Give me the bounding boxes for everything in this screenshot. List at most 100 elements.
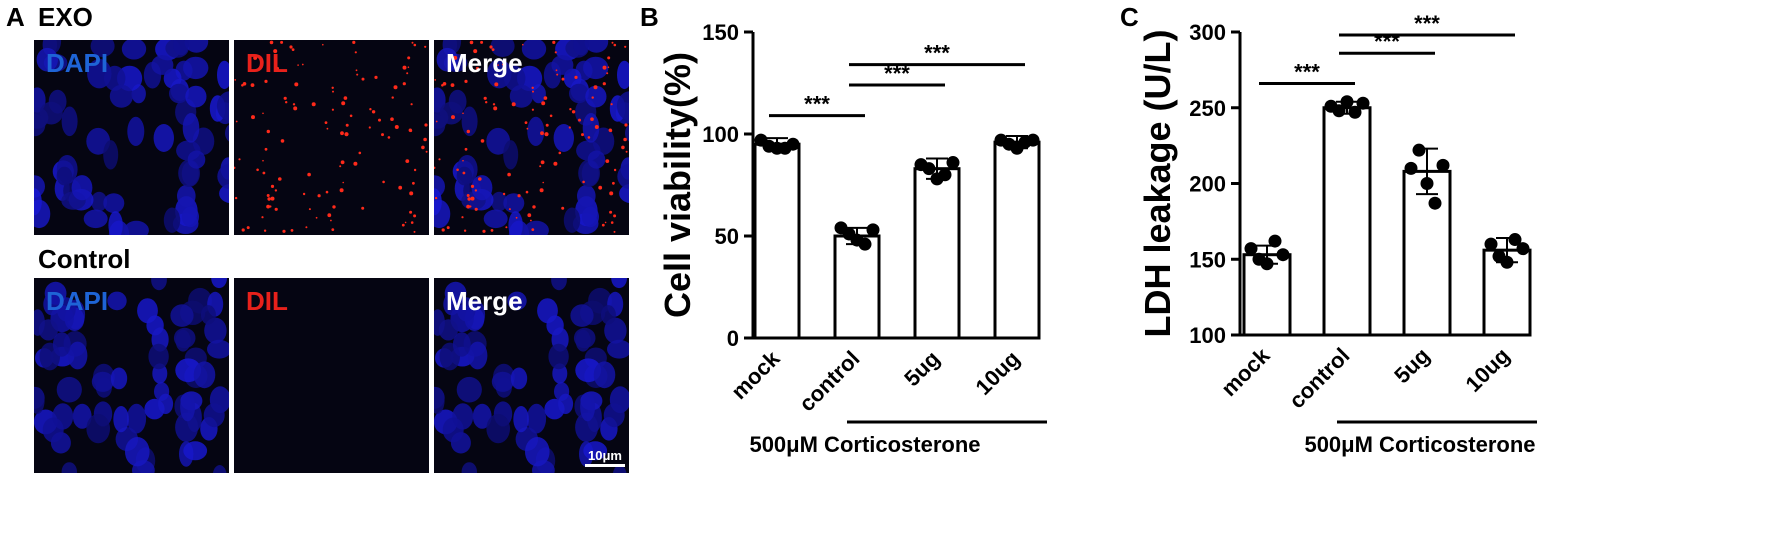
dil-spot — [492, 103, 496, 106]
dil-spot — [343, 96, 348, 100]
bar — [993, 140, 1041, 340]
dil-spot — [369, 108, 372, 111]
x-tick-label: mock — [1216, 342, 1275, 401]
nucleus — [434, 387, 445, 414]
significance-label: *** — [804, 92, 830, 117]
dil-spot — [340, 160, 345, 165]
dil-spot — [270, 184, 275, 188]
nucleus — [113, 406, 129, 433]
dil-spot — [490, 229, 494, 232]
dil-spot — [325, 190, 329, 194]
nucleus — [508, 211, 523, 235]
dil-spot — [574, 75, 578, 79]
nucleus — [90, 40, 115, 57]
dil-spot — [611, 41, 614, 44]
dil-spot — [410, 221, 414, 224]
dil-spot — [545, 123, 549, 127]
data-point — [1420, 177, 1434, 190]
dil-spot — [349, 114, 353, 118]
significance-label: *** — [1294, 60, 1320, 85]
nucleus — [153, 124, 174, 152]
dil-spot — [405, 159, 410, 163]
data-point — [1340, 95, 1354, 109]
x-tick-label: control — [794, 346, 864, 416]
dil-spot — [413, 43, 417, 47]
y-tick-label: 250 — [1189, 96, 1226, 121]
dil-spot — [358, 151, 362, 155]
dil-spot — [524, 121, 528, 124]
dil-spot — [275, 66, 279, 71]
data-point — [1268, 234, 1282, 248]
nucleus — [490, 40, 515, 57]
dil-spot — [326, 127, 329, 130]
dil-spot — [263, 229, 267, 232]
group-label: 500μM Corticosterone — [1304, 432, 1535, 457]
nuclei-image — [34, 40, 229, 235]
panel-letter: C — [1120, 2, 1139, 32]
dil-spot — [332, 205, 336, 209]
dil-spot — [461, 216, 464, 219]
dil-spot — [283, 96, 287, 100]
nucleus — [587, 150, 606, 169]
y-tick-label: 200 — [1189, 172, 1226, 197]
dil-spot — [307, 172, 311, 177]
dil-spot — [453, 55, 458, 60]
dil-spot — [497, 64, 499, 66]
nucleus — [434, 188, 442, 216]
data-point — [1516, 242, 1530, 256]
dil-spot — [466, 194, 470, 197]
y-tick-label: 150 — [1189, 247, 1226, 272]
dil-spot — [270, 196, 275, 201]
nucleus — [109, 84, 133, 108]
dil-spot — [393, 85, 398, 90]
dil-spot — [473, 49, 478, 54]
nucleus — [56, 376, 82, 403]
nucleus — [110, 367, 128, 390]
dil-spot — [526, 127, 529, 130]
dil-spot — [466, 204, 470, 209]
nucleus — [216, 91, 229, 121]
dil-spot — [610, 103, 613, 106]
dil-spot — [482, 229, 486, 233]
micro-label: Merge — [446, 286, 523, 316]
dil-spot — [532, 90, 534, 93]
data-point — [1404, 161, 1418, 175]
dil-spot — [250, 83, 255, 87]
dil-spot — [568, 126, 571, 129]
dil-spot — [505, 226, 508, 229]
dil-spot — [561, 77, 565, 81]
dil-spot — [554, 51, 557, 54]
dil-spot — [342, 181, 344, 184]
dil-spot — [587, 136, 591, 139]
dil-spot — [285, 101, 288, 104]
dil-spot — [361, 206, 365, 210]
nucleus — [61, 106, 78, 137]
nucleus — [148, 343, 169, 370]
dil-spot — [294, 82, 299, 87]
dil-spot — [292, 103, 296, 106]
nucleus — [217, 60, 229, 90]
dil-spot — [278, 177, 282, 181]
data-point — [1436, 158, 1450, 172]
row-title-exo: EXO — [38, 2, 93, 32]
dil-spot — [341, 101, 346, 106]
micro-exo-merge: Merge — [434, 40, 629, 235]
dil-spot — [269, 40, 274, 45]
dil-spot — [331, 108, 334, 111]
data-point — [1500, 255, 1514, 269]
micro-exo-dapi: DAPI — [34, 40, 229, 235]
nucleus — [575, 412, 599, 442]
dil-spot — [556, 73, 559, 76]
nucleus — [151, 55, 174, 75]
nucleus — [537, 298, 558, 324]
nucleus — [173, 40, 189, 56]
nucleus — [548, 343, 569, 370]
nucleus — [491, 371, 514, 392]
significance-label: *** — [924, 41, 950, 66]
bar — [913, 167, 961, 340]
nucleus — [151, 278, 167, 291]
x-tick-label: 5ug — [1389, 343, 1434, 388]
data-point — [946, 156, 960, 170]
nucleus — [175, 412, 199, 442]
dil-spot — [467, 197, 471, 201]
